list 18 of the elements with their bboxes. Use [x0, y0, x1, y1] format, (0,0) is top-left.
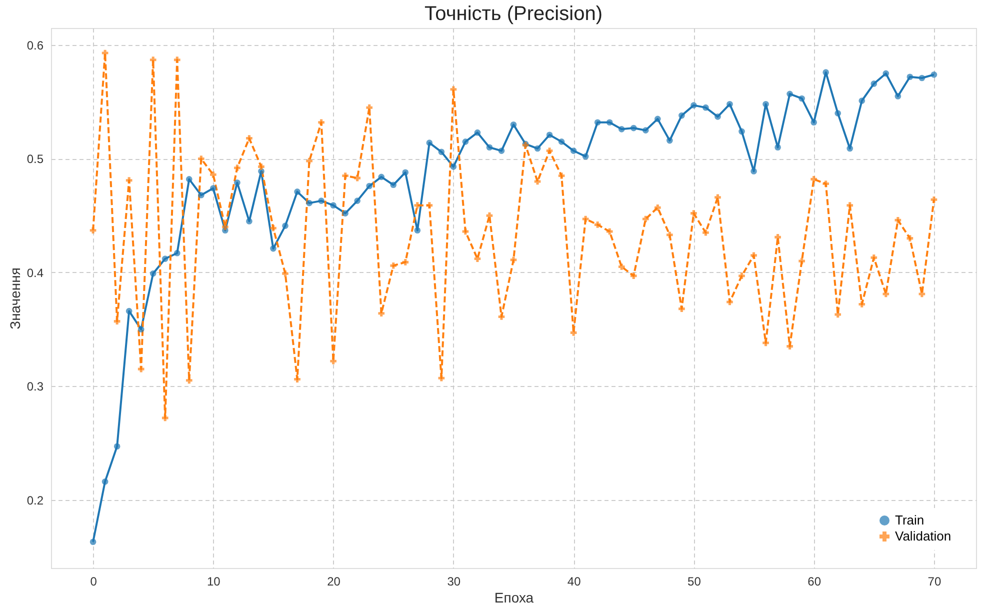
y-tick-label: 0.6 [26, 38, 44, 53]
y-tick-label: 0.4 [26, 266, 44, 280]
x-tick-label: 70 [928, 574, 942, 588]
y-axis-title: Значення [6, 268, 23, 330]
legend-label: Train [895, 512, 924, 528]
x-axis-title: Епоха [494, 590, 534, 606]
x-tick-label: 20 [327, 574, 341, 588]
chart-title: Точність (Precision) [424, 3, 602, 25]
x-tick-label: 10 [206, 574, 221, 588]
y-tick-label: 0.5 [26, 152, 44, 166]
y-tick-label: 0.3 [26, 380, 44, 394]
x-tick-label: 0 [90, 574, 98, 588]
x-tick-label: 30 [447, 574, 461, 588]
x-tick-label: 50 [688, 574, 702, 588]
legend-label: Validation [895, 528, 952, 544]
x-tick-label: 40 [567, 574, 582, 588]
x-tick-label: 60 [808, 574, 822, 588]
y-tick-label: 0.2 [26, 493, 44, 508]
